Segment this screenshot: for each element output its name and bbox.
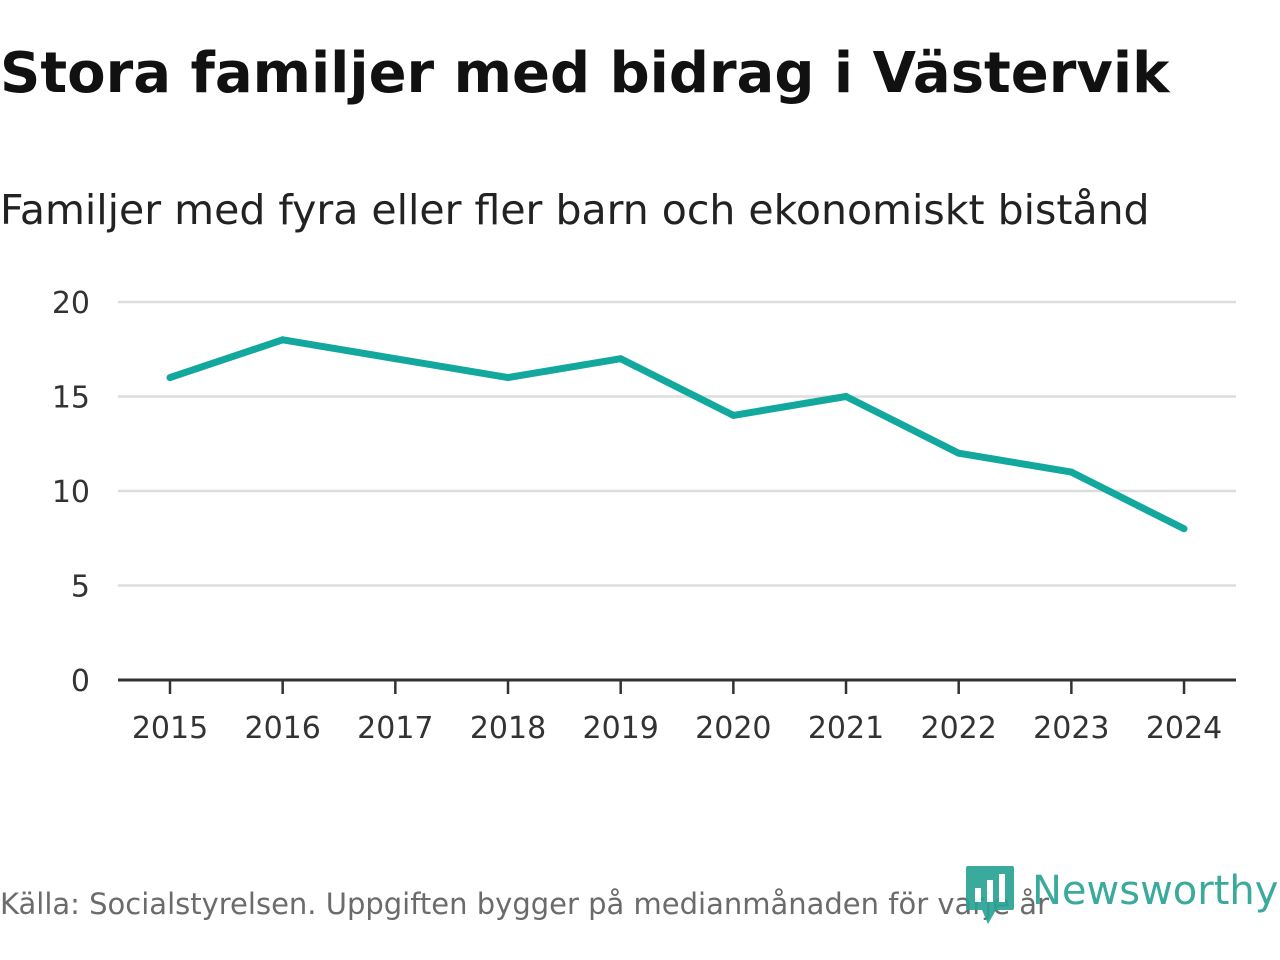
x-tick-label-2019: 2019 (583, 711, 659, 746)
data-point-2015 (166, 374, 174, 382)
data-point-2016 (279, 336, 287, 344)
x-tick-label-2022: 2022 (921, 711, 997, 746)
newsworthy-logo: Newsworthy (964, 864, 1278, 926)
source-note: Källa: Socialstyrelsen. Uppgiften bygger… (0, 887, 1049, 921)
newsworthy-logo-icon (966, 866, 1014, 924)
y-tick-label-20: 20 (52, 286, 90, 321)
data-point-2023 (1067, 468, 1075, 476)
chart-subtitle: Familjer med fyra eller fler barn och ek… (0, 186, 1150, 234)
data-point-2017 (391, 355, 399, 363)
line-chart: 0 5 10 15 20 2015 2016 2017 2018 2019 2020 2021 2022… (52, 286, 1236, 746)
data-point-2021 (842, 393, 850, 400)
data-point-2019 (617, 355, 625, 363)
data-point-2022 (955, 449, 963, 457)
x-tick-label-2024: 2024 (1146, 711, 1222, 746)
x-tick-label-2023: 2023 (1033, 711, 1109, 746)
data-point-2018 (504, 374, 512, 382)
y-tick-label-5: 5 (71, 570, 90, 605)
y-tick-label-0: 0 (71, 664, 90, 699)
data-point-2020 (729, 411, 737, 419)
x-tick-label-2016: 2016 (244, 711, 320, 746)
data-point-2024 (1180, 525, 1188, 533)
x-tick-label-2018: 2018 (470, 711, 546, 746)
x-tick-label-2020: 2020 (695, 711, 771, 746)
x-tick-label-2017: 2017 (357, 711, 433, 746)
newsworthy-logo-text: Newsworthy (1032, 868, 1279, 914)
x-tick-label-2015: 2015 (132, 711, 208, 746)
x-tick-label-2021: 2021 (808, 711, 884, 746)
y-tick-label-15: 15 (52, 381, 90, 416)
y-tick-label-10: 10 (52, 475, 90, 510)
series-line-0 (168, 336, 1186, 532)
chart-title: Stora familjer med bidrag i Västervik (0, 41, 1170, 106)
